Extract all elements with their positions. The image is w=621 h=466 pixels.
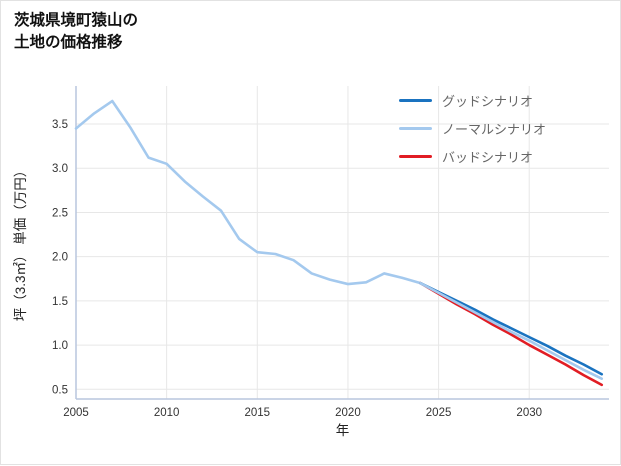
y-tick-label: 0.5 [52, 384, 68, 396]
y-tick-label: 3.0 [52, 163, 68, 175]
legend-item-normal: ノーマルシナリオ [399, 119, 546, 137]
x-tick-label: 2020 [335, 407, 361, 419]
chart-title-line1: 茨城県境町猿山の [14, 12, 139, 29]
legend: グッドシナリオ ノーマルシナリオ バッドシナリオ [399, 91, 546, 165]
y-tick-label: 2.5 [52, 207, 68, 219]
y-tick-label: 1.0 [52, 340, 68, 352]
series-normal-line [419, 281, 604, 380]
legend-label-good: グッドシナリオ [442, 93, 534, 109]
legend-item-good: グッドシナリオ [399, 91, 546, 109]
legend-label-bad: バッドシナリオ [442, 149, 534, 165]
x-tick-label: 2025 [426, 407, 452, 419]
legend-label-normal: ノーマルシナリオ [442, 121, 547, 137]
y-tick-label: 1.5 [52, 296, 68, 308]
x-tick-label: 2015 [244, 407, 270, 419]
legend-item-bad: バッドシナリオ [399, 147, 546, 165]
x-tick-label: 2005 [63, 407, 89, 419]
legend-swatch-bad [399, 154, 432, 158]
chart-title: 茨城県境町猿山の 土地の価格推移 [14, 10, 138, 55]
x-tick-label: 2010 [154, 407, 180, 419]
chart-title-line2: 土地の価格推移 [14, 34, 123, 52]
legend-swatch-good [399, 98, 432, 102]
y-tick-label: 2.0 [52, 252, 68, 264]
series-history-line [74, 99, 422, 286]
x-axis-label: 年 [336, 423, 350, 438]
y-axis-label: 坪（3.3㎡） 単価（万円） [13, 164, 28, 322]
legend-swatch-normal [399, 126, 432, 130]
x-tick-label: 2030 [516, 407, 542, 419]
y-tick-label: 3.5 [52, 119, 68, 131]
